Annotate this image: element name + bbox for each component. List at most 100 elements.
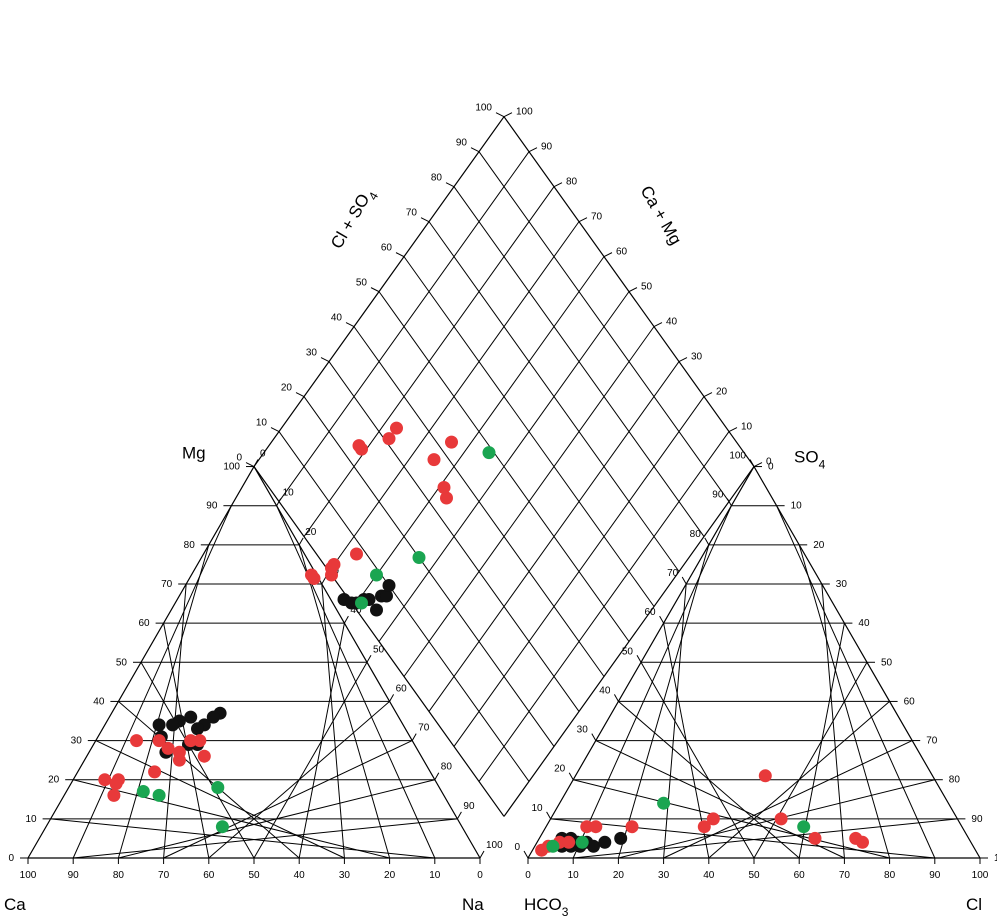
diamond-right-tick-10: 100 [516,107,533,118]
cation-right-tick-10: 100 [486,840,503,851]
diamond-left-tick-1: 10 [256,418,268,429]
cation-point-s1-10 [152,718,166,732]
diamond-left-tick-mark-9 [470,147,480,153]
diamond-right-tick-mark-0 [753,462,763,468]
diamond-left-tick-9: 90 [456,138,468,149]
anion-bottom-tick-7: 70 [839,870,851,881]
cation-left-tick-10: 100 [223,462,240,473]
cation-point-s2-10 [130,734,143,748]
diamond-right-tick-5: 50 [641,282,653,293]
diamond-right-axis-label: Ca + Mg [637,183,686,249]
anion-left-tick-mark-1 [726,498,732,506]
diamond-right-tick-6: 60 [616,247,628,258]
anion-left-tick-7: 30 [577,725,589,736]
cation-grid-r-8 [73,779,390,859]
anion-right-tick-2: 20 [813,540,825,551]
anion-top-label-sub: 4 [819,458,826,472]
cation-point-s2-9 [152,734,166,748]
cation-bottom-tick-1: 90 [68,870,80,881]
anion-left-label-sub: 3 [562,905,569,918]
diamond-point-s2-10 [445,435,458,449]
anion-right-tick-6: 60 [904,696,916,707]
cation-bottom-tick-8: 20 [384,870,396,881]
anion-bottom-tick-0: 0 [525,870,531,881]
cation-right-tick-mark-1 [276,498,282,506]
cation-left-tick-9: 90 [206,501,218,512]
anion-left-tick-0: 100 [729,451,746,462]
anion-point-s2-13 [856,835,869,849]
anion-right-tick-8: 80 [949,775,961,786]
anion-right-tick-10: 100 [994,853,997,864]
diamond-point-s3-3 [482,446,496,460]
anion-grid-r-7 [595,740,845,859]
anion-right-tick-3: 30 [836,579,848,590]
anion-bottom-tick-1: 10 [568,870,580,881]
anion-left-tick-mark-5 [636,655,642,663]
diamond-point-s2-5 [350,547,363,561]
diamond-right-tick-mark-1 [728,427,738,433]
anion-bottom-tick-10: 100 [972,870,989,881]
anion-left-tick-mark-7 [591,733,597,741]
diamond-right-tick-mark-8 [553,182,563,188]
cation-right-tick-mark-4 [343,615,349,624]
anion-point-s2-8 [706,812,720,826]
anion-point-s2-9 [758,769,772,783]
anion-grid-r-6 [618,701,800,859]
diamond-frame-br [503,466,755,817]
diamond-right-tick-mark-2 [703,392,713,398]
anion-point-s2-7 [697,820,711,834]
cation-right-tick-7: 70 [418,723,430,734]
diamond-right-tick-mark-4 [653,322,663,328]
cation-right-tick-mark-9 [456,811,462,820]
cation-right-label-na: Na [462,895,484,914]
anion-point-s3-3 [797,820,811,834]
diamond-point-s2-11 [440,491,453,505]
cation-point-s2-4 [193,734,207,748]
diamond-point-s2-8 [382,432,396,446]
anion-grid-r-9 [550,818,935,859]
cation-left-tick-8: 80 [184,540,196,551]
diamond-left-tick-2: 20 [281,383,293,394]
cation-grid-l-8 [298,544,391,859]
cation-point-s3-3 [215,820,229,834]
anion-left-tick-8: 20 [554,764,566,775]
diamond-right-tick-mark-7 [578,217,588,223]
anion-top-label-so: SO [794,448,819,467]
diamond-point-s2-4 [327,558,341,571]
anion-right-tick-0: 0 [768,462,774,473]
anion-left-tick-mark-2 [704,537,710,546]
cation-top-label-mg: Mg [182,444,206,463]
diamond-right-tick-mark-9 [528,147,538,153]
anion-right-label-cl: Cl [966,895,982,914]
cation-bottom-tick-5: 50 [248,870,260,881]
cation-point-s1-8 [166,718,180,732]
anion-left-label-hco3: HCO3 [524,895,569,918]
cation-right-tick-mark-10 [479,850,485,859]
diamond-point-s3-2 [412,551,426,564]
cation-left-tick-5: 50 [116,657,128,668]
cation-grid-l-9 [276,505,436,859]
cation-right-tick-9: 90 [463,801,475,812]
cation-right-tick-6: 60 [396,683,408,694]
anion-point-s1-7 [598,835,612,849]
diamond-left-tick-mark-2 [295,392,305,398]
diamond-right-tick-mark-6 [603,252,613,258]
cation-bottom-tick-4: 60 [203,870,215,881]
diamond-left-tick-8: 80 [431,173,443,184]
anion-left-tick-mark-6 [613,694,619,702]
cation-grid-l-7 [321,583,345,859]
diamond-point-s3-0 [355,596,368,610]
tick-layer: 1000090101080202070303060404050505040606… [8,103,997,881]
diamond-right-tick-2: 20 [716,387,728,398]
anion-grid-l-7 [821,583,845,859]
anion-grid-l-5 [753,662,868,859]
anion-point-s2-3 [562,835,576,849]
cation-left-tick-1: 10 [25,814,37,825]
diamond-right-tick-8: 80 [566,177,578,188]
diamond-right-tick-3: 30 [691,352,703,363]
cation-right-tick-mark-5 [366,655,372,663]
cation-grid-r-9 [50,818,435,859]
anion-right-tick-4: 40 [858,618,870,629]
